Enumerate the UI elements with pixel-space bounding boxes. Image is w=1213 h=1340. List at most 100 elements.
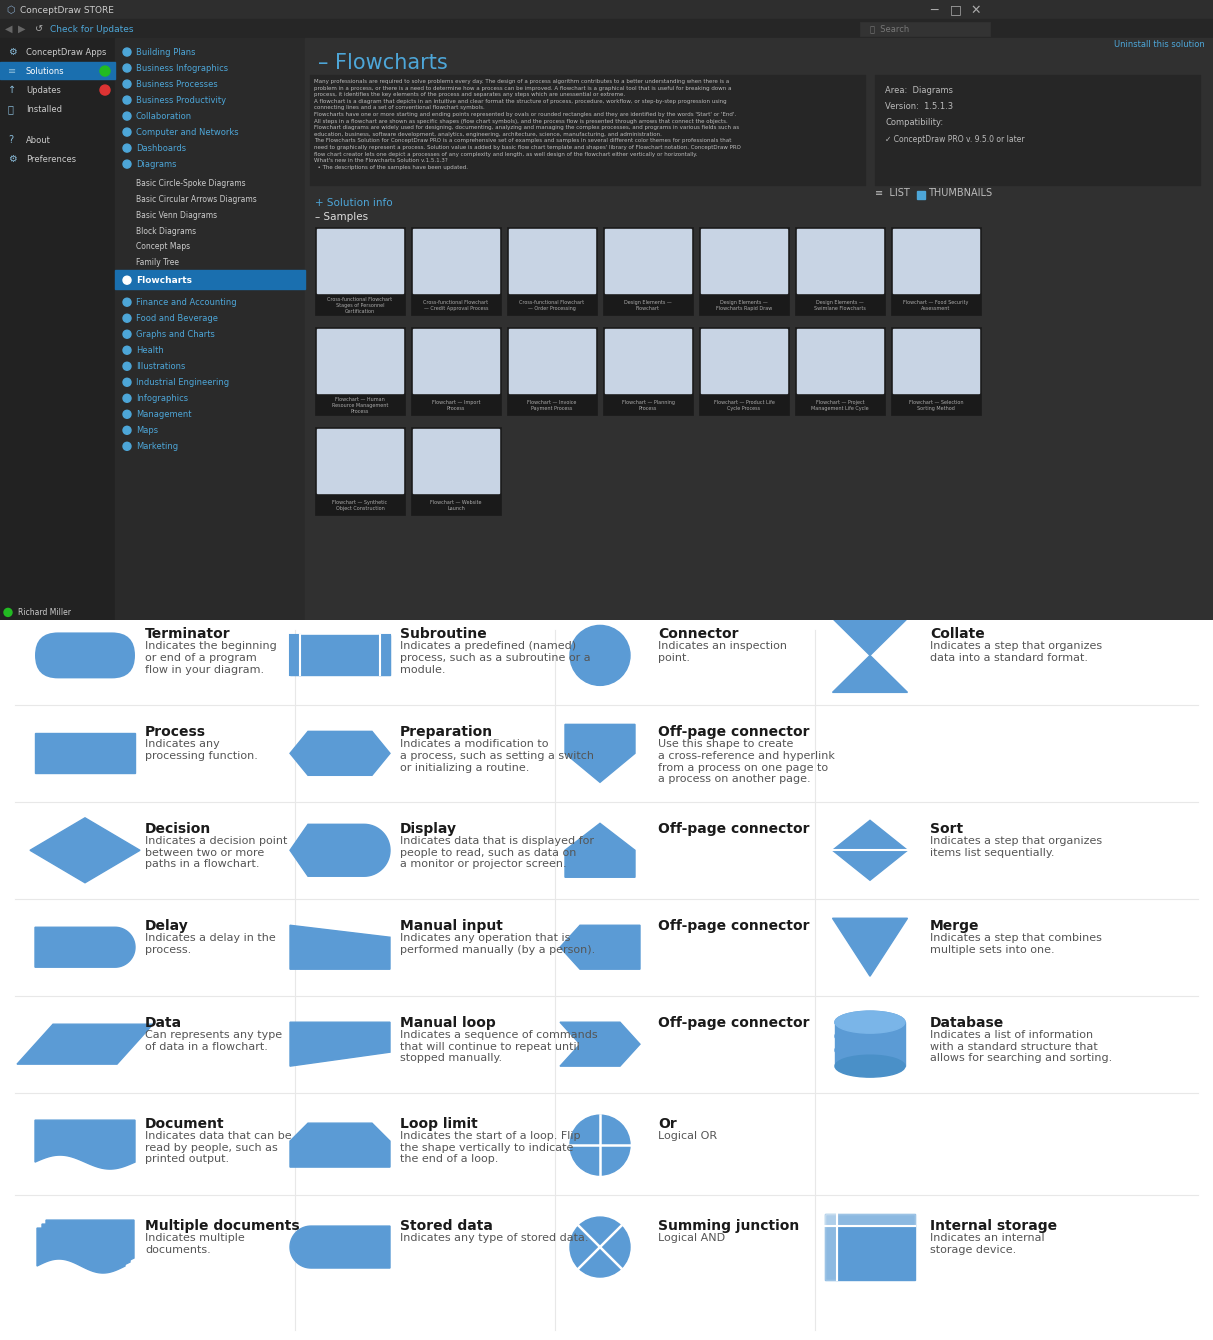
Text: Indicates a step that combines
multiple sets into one.: Indicates a step that combines multiple … (930, 933, 1101, 955)
Text: Indicates an internal
storage device.: Indicates an internal storage device. (930, 1233, 1044, 1254)
Text: Connector: Connector (657, 627, 739, 642)
Bar (290, 635, 391, 675)
Text: Diagrams: Diagrams (136, 159, 177, 169)
Text: Check for Updates: Check for Updates (50, 24, 133, 34)
Bar (317, 429, 403, 493)
Text: ─: ─ (930, 4, 938, 16)
Text: ≡: ≡ (8, 66, 16, 76)
Bar (797, 330, 883, 393)
Circle shape (123, 330, 131, 338)
Text: Subroutine: Subroutine (400, 627, 486, 642)
Text: About: About (25, 135, 51, 145)
Text: Preferences: Preferences (25, 154, 76, 163)
Polygon shape (42, 1223, 130, 1269)
Text: ⚙: ⚙ (8, 154, 17, 163)
Text: Block Diagrams: Block Diagrams (136, 226, 197, 236)
Text: Database: Database (930, 1016, 1004, 1030)
Text: – Flowcharts: – Flowcharts (318, 54, 448, 74)
Bar (795, 228, 885, 315)
Bar (0, 62, 115, 79)
Text: Flowcharts: Flowcharts (136, 276, 192, 284)
Text: Indicates the beginning
or end of a program
flow in your diagram.: Indicates the beginning or end of a prog… (146, 642, 277, 674)
Text: Concept Maps: Concept Maps (136, 241, 190, 251)
Text: Indicates a delay in the
process.: Indicates a delay in the process. (146, 933, 275, 955)
Text: Logical AND: Logical AND (657, 1233, 725, 1244)
Text: Many professionals are required to solve problems every day. The design of a pro: Many professionals are required to solve… (314, 79, 741, 170)
Bar (701, 330, 787, 393)
Text: Sort: Sort (930, 823, 963, 836)
Bar (892, 228, 981, 315)
Text: Indicates any type of stored data.: Indicates any type of stored data. (400, 1233, 588, 1244)
Bar (875, 75, 1200, 185)
Polygon shape (832, 820, 907, 880)
Text: Internal storage: Internal storage (930, 1219, 1057, 1233)
Bar (380, 635, 391, 675)
Polygon shape (560, 925, 640, 969)
Text: Logical OR: Logical OR (657, 1131, 717, 1142)
Polygon shape (565, 823, 634, 878)
Polygon shape (46, 1219, 133, 1265)
Polygon shape (35, 1120, 135, 1168)
Bar (605, 229, 691, 293)
Circle shape (123, 159, 131, 168)
Text: Flowchart — Food Security
Assessment: Flowchart — Food Security Assessment (904, 300, 969, 311)
Text: ↺: ↺ (35, 24, 44, 34)
Bar (699, 228, 788, 315)
Text: ⬡: ⬡ (6, 5, 15, 15)
Text: Basic Venn Diagrams: Basic Venn Diagrams (136, 210, 217, 220)
Text: Indicates a predefined (named)
process, such as a subroutine or a
module.: Indicates a predefined (named) process, … (400, 642, 591, 674)
Circle shape (570, 626, 630, 685)
Text: THUMBNAILS: THUMBNAILS (928, 188, 992, 198)
Bar (315, 427, 405, 516)
Polygon shape (38, 1227, 125, 1273)
Circle shape (123, 362, 131, 370)
Bar (507, 228, 597, 315)
Text: Indicates a sequence of commands
that will continue to repeat until
stopped manu: Indicates a sequence of commands that wi… (400, 1030, 598, 1064)
Bar (412, 229, 499, 293)
Polygon shape (832, 918, 907, 977)
Bar (797, 229, 883, 293)
Text: ≡  LIST: ≡ LIST (875, 188, 910, 198)
Circle shape (123, 394, 131, 402)
Bar (917, 192, 926, 200)
Text: Indicates data that is displayed for
people to read, such as data on
a monitor o: Indicates data that is displayed for peo… (400, 836, 594, 870)
Bar (892, 327, 981, 415)
Text: Basic Circular Arrows Diagrams: Basic Circular Arrows Diagrams (136, 194, 257, 204)
Text: Flowchart — Product Life
Cycle Process: Flowchart — Product Life Cycle Process (713, 399, 774, 410)
Text: Collate: Collate (930, 627, 985, 642)
Text: Multiple documents: Multiple documents (146, 1219, 300, 1233)
Text: Health: Health (136, 346, 164, 355)
Text: Industrial Engineering: Industrial Engineering (136, 378, 229, 387)
Bar (603, 228, 693, 315)
Text: Terminator: Terminator (146, 627, 230, 642)
Text: Indicates multiple
documents.: Indicates multiple documents. (146, 1233, 245, 1254)
Text: Process: Process (146, 725, 206, 740)
Text: Document: Document (146, 1118, 224, 1131)
Text: Flowchart — Import
Process: Flowchart — Import Process (432, 399, 480, 410)
Text: Indicates a step that organizes
data into a standard format.: Indicates a step that organizes data int… (930, 642, 1103, 663)
Text: Business Infographics: Business Infographics (136, 63, 228, 72)
Text: Off-page connector: Off-page connector (657, 823, 809, 836)
Circle shape (123, 299, 131, 307)
Circle shape (123, 96, 131, 105)
Text: Or: Or (657, 1118, 677, 1131)
Bar (304, 38, 1213, 620)
Text: Flowchart — Project
Management Life Cycle: Flowchart — Project Management Life Cycl… (811, 399, 869, 410)
Circle shape (123, 276, 131, 284)
Text: ConceptDraw STORE: ConceptDraw STORE (19, 5, 114, 15)
Text: Manual input: Manual input (400, 919, 503, 933)
Bar (509, 330, 596, 393)
Text: Design Elements —
Swimlane Flowcharts: Design Elements — Swimlane Flowcharts (814, 300, 866, 311)
Circle shape (570, 1217, 630, 1277)
Bar (825, 1214, 837, 1280)
Text: Indicates an inspection
point.: Indicates an inspection point. (657, 642, 787, 663)
Text: Illustrations: Illustrations (136, 362, 186, 371)
Bar (0, 19, 1213, 38)
Text: Flowchart — Planning
Process: Flowchart — Planning Process (621, 399, 674, 410)
Circle shape (570, 1115, 630, 1175)
Text: Updates: Updates (25, 86, 61, 95)
Text: Manual loop: Manual loop (400, 1016, 496, 1030)
Text: Solutions: Solutions (25, 67, 64, 75)
FancyBboxPatch shape (35, 632, 135, 678)
Bar (317, 330, 403, 393)
